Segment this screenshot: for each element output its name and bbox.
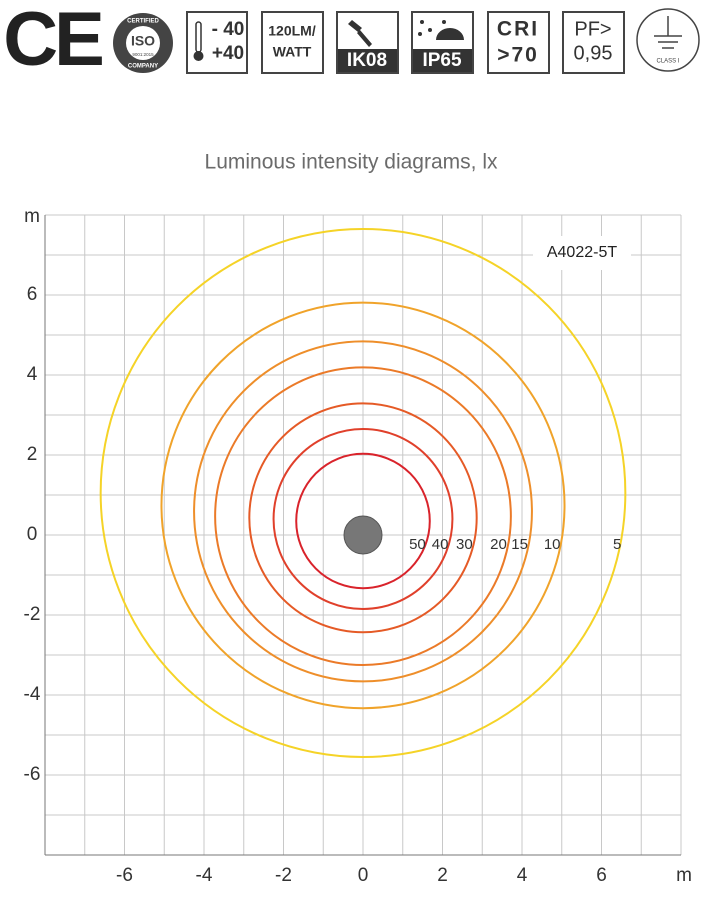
umbrella-icon xyxy=(436,28,464,40)
x-tick-label: -2 xyxy=(275,865,292,886)
cri-line2: >70 xyxy=(497,44,539,67)
temperature-max: +40 xyxy=(212,43,244,64)
contour-label: 10 xyxy=(544,536,561,553)
contour-label: 5 xyxy=(613,536,621,553)
efficacy-badge xyxy=(261,11,324,74)
isolux-contour xyxy=(214,366,512,667)
contour-label: 30 xyxy=(456,536,473,553)
contour-label: 50 xyxy=(409,536,426,553)
contour-label: 40 xyxy=(432,536,449,553)
class-label: CLASS I xyxy=(656,59,679,65)
ce-mark: CE xyxy=(3,0,102,82)
cri-line1: CRI xyxy=(497,18,539,41)
y-tick-label: -2 xyxy=(24,604,41,625)
x-tick-label: -4 xyxy=(196,865,213,886)
pf-line2: 0,95 xyxy=(574,42,613,64)
x-tick-label: -6 xyxy=(116,865,133,886)
hammer-icon xyxy=(348,20,372,47)
isolux-contour xyxy=(193,340,533,683)
model-label: A4022-5T xyxy=(547,244,617,261)
iso-top: CERTIFIED xyxy=(127,19,159,25)
iso-middle: ISO xyxy=(131,33,155,49)
pf-line1: PF> xyxy=(574,18,611,40)
isolux-contour xyxy=(272,428,454,610)
y-tick-label: 4 xyxy=(27,364,38,385)
chart: -6 -4 -2 0 2 4 6 -6 -4 -2 0 2 4 6 m m A4022-5T 50 40 30 20 15… xyxy=(24,206,692,886)
ground-icon xyxy=(654,16,682,49)
iso-bottom: COMPANY xyxy=(128,64,158,70)
x-tick-label: 6 xyxy=(596,865,607,886)
y-tick-label: 6 xyxy=(27,284,38,305)
x-tick-label: 0 xyxy=(358,865,369,886)
isolux-contour xyxy=(160,301,566,710)
y-tick-label: -4 xyxy=(24,684,41,705)
temperature-min: - 40 xyxy=(212,19,245,40)
cri-badge xyxy=(487,11,550,74)
contour-label: 15 xyxy=(511,536,528,553)
isolux-contour xyxy=(99,228,627,758)
model-box xyxy=(533,236,631,270)
y-tick-label: -6 xyxy=(24,764,41,785)
badges: CE CERTIFIED ISO 9001:2015 COMPANY - 40 … xyxy=(3,0,700,82)
chart-title: Luminous intensity diagrams, lx xyxy=(205,151,498,174)
x-axis-label: m xyxy=(676,865,692,886)
iso-standard: 9001:2015 xyxy=(132,52,154,57)
impact-rating: IK08 xyxy=(347,50,387,71)
y-tick-label: 0 xyxy=(27,524,38,545)
x-tick-label: 2 xyxy=(437,865,448,886)
ingress-band xyxy=(413,49,472,72)
efficacy-line1: 120LM/ xyxy=(268,23,316,39)
thermometer-bulb xyxy=(193,51,204,61)
y-tick-label: 2 xyxy=(27,444,38,465)
contour-label: 20 xyxy=(490,536,507,553)
ingress-rating: IP65 xyxy=(422,50,462,71)
luminaire xyxy=(343,515,383,555)
efficacy-line2: WATT xyxy=(273,44,312,60)
pf-badge xyxy=(562,11,625,74)
iso-inner xyxy=(126,26,160,60)
isolux-contour xyxy=(248,402,478,634)
y-axis-label: m xyxy=(24,206,40,227)
x-tick-label: 4 xyxy=(517,865,528,886)
class-badge xyxy=(636,8,700,72)
isolux-contour xyxy=(295,452,431,590)
impact-band xyxy=(338,49,397,72)
